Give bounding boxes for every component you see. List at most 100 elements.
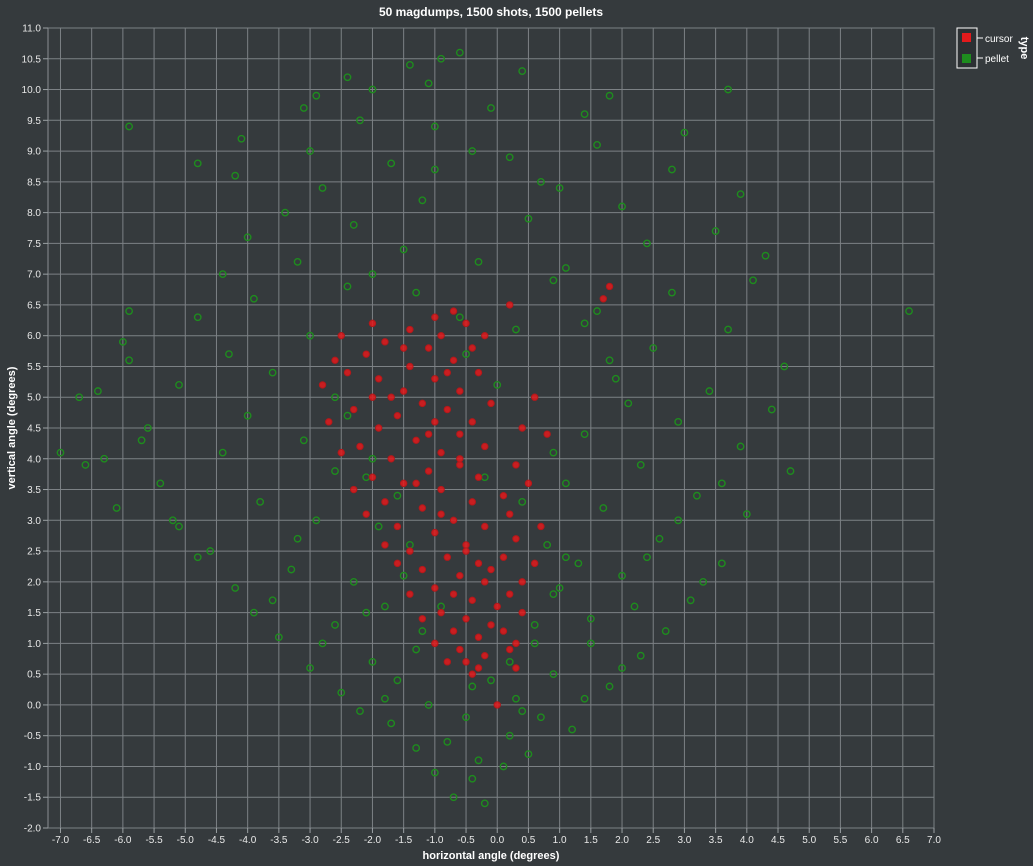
cursor-point bbox=[481, 331, 489, 340]
cursor-point bbox=[418, 565, 427, 574]
cursor-point bbox=[468, 498, 476, 506]
pellet-point bbox=[256, 497, 265, 506]
cursor-point bbox=[462, 615, 470, 623]
pellet-point bbox=[580, 430, 589, 439]
pellet-point bbox=[287, 565, 296, 574]
cursor-point bbox=[374, 375, 383, 383]
cursor-point bbox=[462, 541, 470, 549]
cursor-point bbox=[418, 615, 427, 623]
pellet-point bbox=[231, 171, 240, 180]
pellet-point bbox=[724, 85, 732, 94]
pellet-point bbox=[56, 448, 65, 457]
cursor-point bbox=[424, 344, 433, 352]
pellet-point bbox=[362, 608, 371, 617]
x-axis-label: horizontal angle (degrees) bbox=[423, 850, 560, 862]
y-tick-label: 0.0 bbox=[27, 700, 41, 711]
x-tick-label: -2.0 bbox=[364, 835, 382, 846]
pellet-point bbox=[630, 602, 639, 611]
cursor-point bbox=[468, 670, 476, 678]
pellet-point bbox=[505, 657, 514, 666]
cursor-point bbox=[499, 627, 508, 635]
y-tick-label: 10.0 bbox=[22, 85, 42, 96]
cursor-point bbox=[487, 565, 495, 574]
pellet-point bbox=[125, 122, 134, 131]
pellet-point bbox=[430, 768, 439, 777]
pellet-point bbox=[299, 104, 308, 112]
x-tick-label: 6.0 bbox=[865, 835, 879, 846]
pellet-point bbox=[405, 541, 414, 549]
pellet-point bbox=[356, 116, 364, 125]
pellet-point bbox=[462, 713, 470, 722]
pellet-point bbox=[530, 639, 539, 648]
cursor-point bbox=[487, 399, 495, 408]
pellet-point bbox=[480, 473, 489, 482]
cursor-point bbox=[481, 442, 489, 451]
cursor-point bbox=[512, 664, 520, 672]
y-tick-label: 9.5 bbox=[27, 116, 41, 127]
pellet-point bbox=[81, 461, 90, 469]
cursor-point bbox=[449, 516, 458, 525]
pellet-point bbox=[312, 516, 321, 525]
pellet-point bbox=[193, 159, 202, 168]
y-tick-label: 6.5 bbox=[27, 300, 41, 311]
pellet-point bbox=[168, 516, 177, 525]
y-tick-label: -2.0 bbox=[24, 824, 42, 835]
pellet-point bbox=[761, 251, 770, 260]
pellet-point bbox=[462, 350, 470, 359]
pellet-point bbox=[343, 411, 352, 420]
cursor-point bbox=[374, 424, 383, 432]
pellet-point bbox=[468, 147, 477, 155]
pellet-point bbox=[674, 516, 683, 525]
pellet-point bbox=[549, 276, 558, 285]
x-tick-label: -6.5 bbox=[83, 835, 101, 846]
y-axis-ticks: -2.0 -1.5 -1.0 -0.5 0.0 0.5 1.0 1.5 2.0 2.5 3.0 3.5… bbox=[22, 24, 48, 835]
pellet-point bbox=[512, 325, 520, 334]
x-tick-label: -6.0 bbox=[114, 835, 132, 846]
cursor-point bbox=[456, 455, 464, 463]
pellet-point bbox=[424, 79, 433, 88]
pellet-point bbox=[374, 522, 383, 531]
cursor-point bbox=[530, 393, 539, 401]
y-tick-label: 11.0 bbox=[22, 24, 41, 35]
pellet-point bbox=[268, 596, 277, 605]
pellet-point bbox=[455, 48, 464, 57]
cursor-point bbox=[437, 448, 445, 457]
pellet-point bbox=[480, 799, 489, 808]
pellet-point bbox=[717, 479, 726, 488]
cursor-point bbox=[518, 578, 526, 586]
cursor-point bbox=[431, 313, 439, 321]
x-tick-label: -3.5 bbox=[270, 835, 288, 846]
pellet-point bbox=[686, 596, 695, 605]
x-tick-label: 5.0 bbox=[802, 835, 816, 846]
pellet-point bbox=[368, 657, 377, 666]
x-tick-label: 1.5 bbox=[584, 835, 598, 846]
pellet-point bbox=[399, 245, 408, 254]
pellet-point bbox=[599, 504, 608, 512]
y-tick-label: 1.0 bbox=[27, 639, 41, 650]
cursor-point bbox=[406, 547, 414, 555]
pellet-point bbox=[281, 208, 289, 217]
pellet-point bbox=[699, 577, 708, 586]
pellet-point bbox=[356, 707, 364, 715]
cursor-point bbox=[443, 368, 452, 377]
y-tick-label: 3.5 bbox=[27, 485, 41, 496]
x-tick-label: -5.5 bbox=[145, 835, 163, 846]
cursor-point bbox=[449, 356, 458, 365]
cursor-point bbox=[487, 621, 495, 629]
y-tick-label: -1.0 bbox=[24, 762, 42, 773]
cursor-point bbox=[437, 608, 445, 617]
y-tick-label: 4.5 bbox=[27, 424, 41, 435]
pellet-point bbox=[430, 122, 439, 131]
pellet-point bbox=[724, 325, 732, 334]
x-tick-label: -2.5 bbox=[333, 835, 351, 846]
pellet-point bbox=[318, 639, 327, 648]
x-tick-label: 3.0 bbox=[677, 835, 691, 846]
cursor-point bbox=[437, 510, 445, 518]
pellet-point bbox=[618, 571, 626, 580]
pellet-point bbox=[549, 590, 558, 599]
grid bbox=[48, 27, 935, 829]
cursor-point bbox=[318, 381, 327, 389]
cursor-point bbox=[368, 393, 377, 401]
cursor-point bbox=[456, 645, 464, 654]
pellet-point bbox=[387, 159, 396, 168]
